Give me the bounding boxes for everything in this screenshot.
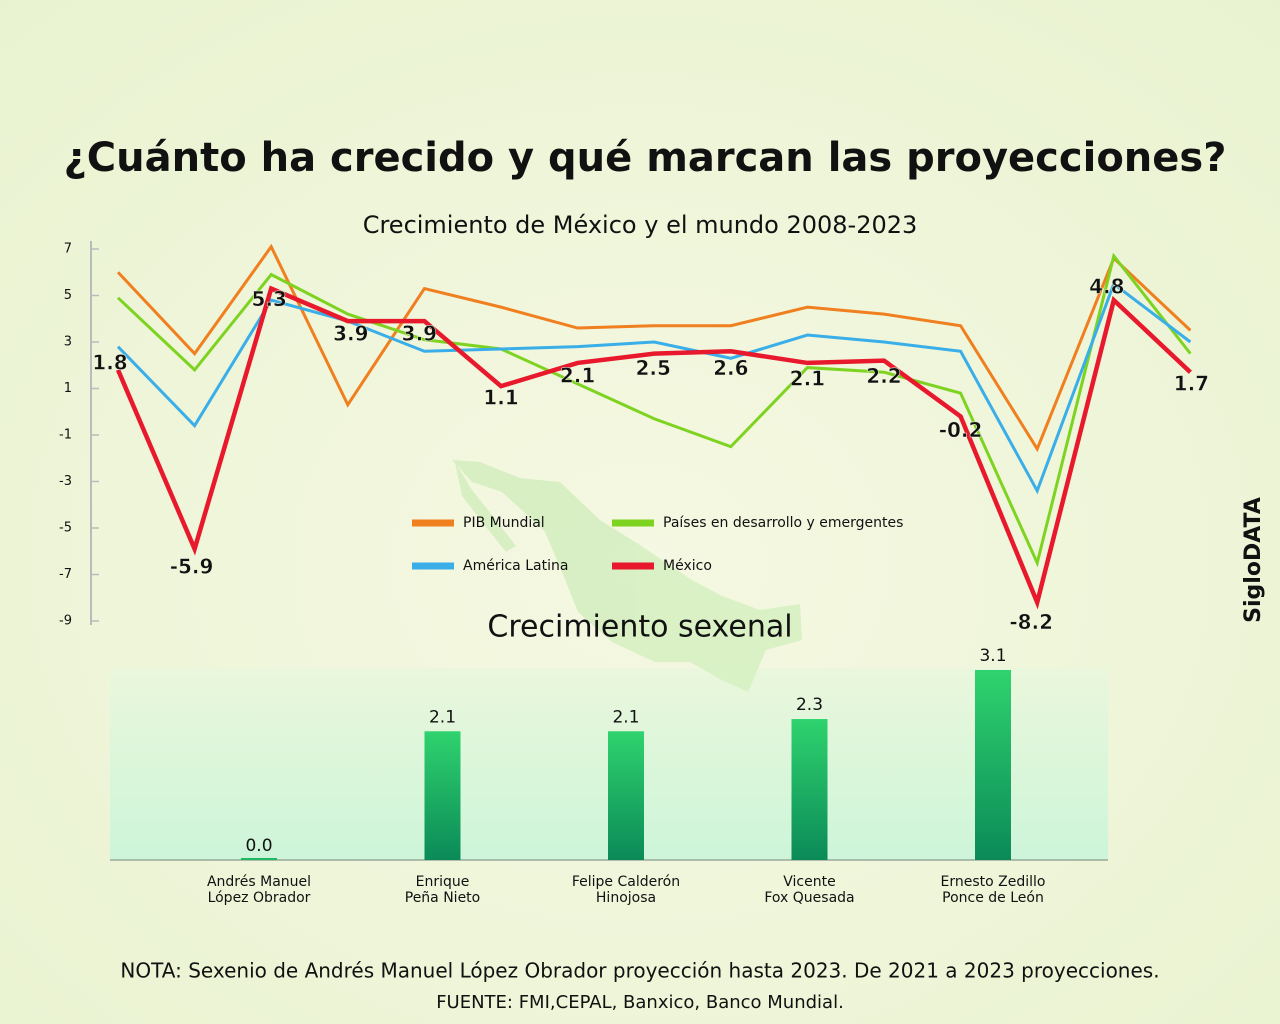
- y-tick-label: -7: [59, 567, 72, 582]
- x-tick-label: Vicente Fox Quesada: [764, 874, 855, 906]
- y-tick-label: -1: [59, 428, 72, 443]
- y-tick-label: 1: [64, 381, 72, 396]
- data-label: -8.2: [1009, 610, 1053, 634]
- data-label: 4.8: [1089, 275, 1124, 299]
- legend-label: PIB Mundial: [463, 515, 545, 531]
- data-label: 3.1: [979, 646, 1006, 666]
- data-label: 1.1: [483, 386, 518, 410]
- bar: [975, 670, 1011, 860]
- map-mainland: [452, 460, 802, 692]
- data-label: 3.9: [333, 322, 368, 346]
- chart-title: ¿Cuánto ha crecido y qué marcan las proy…: [64, 135, 1227, 181]
- x-tick-label: Felipe Calderón Hinojosa: [571, 874, 681, 906]
- chart-subtitle: Crecimiento de México y el mundo 2008-20…: [363, 211, 918, 239]
- series-line: [115, 285, 1192, 610]
- legend-label: América Latina: [463, 558, 568, 574]
- note: NOTA: Sexenio de Andrés Manuel López Obr…: [120, 959, 1159, 983]
- data-label: 2.1: [429, 707, 456, 727]
- x-tick-label: Enrique Peña Nieto: [404, 874, 481, 906]
- map-baja: [455, 462, 516, 552]
- brand: SigloDATA: [1241, 497, 1266, 623]
- data-label: 2.3: [796, 695, 823, 715]
- series-line: [116, 281, 1192, 495]
- x-tick-label: Ernesto Zedillo Ponce de León: [940, 874, 1046, 906]
- series-line: [116, 252, 1192, 568]
- data-label: 2.5: [635, 356, 670, 380]
- data-label: 3.9: [402, 322, 437, 346]
- data-label: 2.1: [560, 363, 595, 387]
- y-tick-label: 3: [64, 335, 72, 350]
- data-label: -5.9: [170, 554, 214, 578]
- data-label: 5.3: [251, 287, 286, 311]
- data-label: 2.6: [713, 356, 748, 380]
- map: [452, 460, 802, 692]
- y-tick-label: -9: [59, 614, 72, 629]
- legend-label: México: [663, 558, 712, 574]
- bar: [241, 858, 277, 860]
- data-label: 2.1: [612, 707, 639, 727]
- data-label: 1.7: [1174, 372, 1209, 396]
- x-tick-label: Andrés Manuel López Obrador: [206, 874, 312, 906]
- source: FUENTE: FMI,CEPAL, Banxico, Banco Mundia…: [436, 992, 844, 1013]
- bar: [424, 731, 461, 860]
- data-label: -0.2: [939, 418, 983, 442]
- data-label: 2.2: [866, 364, 901, 388]
- bar: [608, 731, 644, 860]
- y-tick-label: -5: [59, 521, 72, 536]
- bar-title: Crecimiento sexenal: [487, 610, 792, 645]
- legend-label: Países en desarrollo y emergentes: [663, 515, 903, 531]
- data-label: 2.1: [790, 366, 825, 390]
- y-tick-label: 5: [64, 288, 72, 303]
- y-tick-label: -3: [59, 474, 72, 489]
- bar: [791, 719, 828, 860]
- data-label: 0.0: [245, 836, 272, 856]
- data-label: 1.8: [92, 350, 127, 374]
- y-tick-label: 7: [64, 242, 72, 257]
